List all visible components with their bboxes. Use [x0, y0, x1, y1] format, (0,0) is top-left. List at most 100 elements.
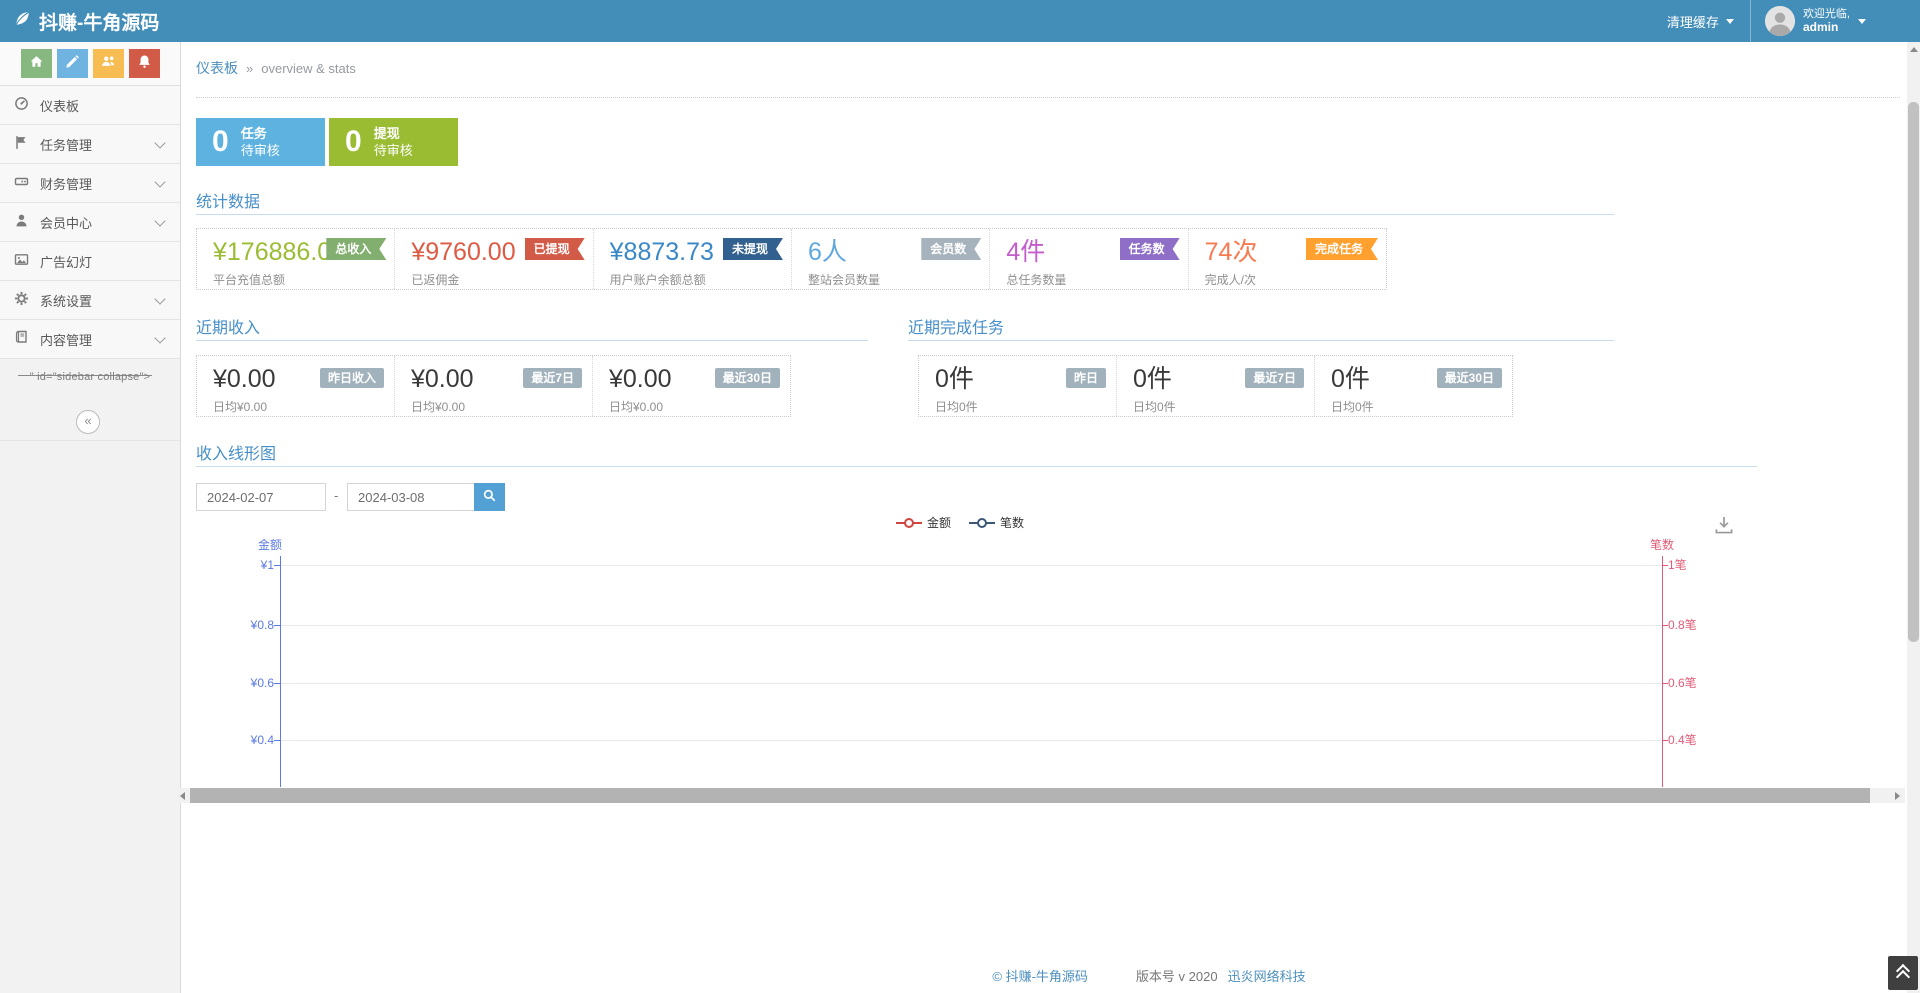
home-shortcut-button[interactable]	[20, 49, 52, 78]
income-badge: 最近30日	[714, 368, 780, 388]
chart-section-title: 收入线形图	[196, 446, 277, 463]
avatar	[1764, 6, 1795, 36]
tasks-sublabel: 日均0件	[1133, 400, 1176, 414]
stats-panel: ¥176886.0 总收入 平台充值总额 ¥9760.00 已提现 已返佣金 ¥…	[196, 228, 1387, 290]
stat-value: 4件	[1006, 238, 1046, 266]
sidebar-item-label: 广告幻灯	[40, 254, 93, 270]
left-axis-tick: ¥0.6	[250, 676, 274, 690]
right-axis-tick: 1笔	[1668, 558, 1687, 572]
gear-icon	[14, 291, 29, 309]
stat-ribbon: 未提现	[723, 238, 783, 260]
income-cell-7days: ¥0.00 最近7日 日均¥0.00	[394, 356, 592, 416]
image-icon	[14, 252, 29, 270]
income-cell-yesterday: ¥0.00 昨日收入 日均¥0.00	[197, 356, 394, 416]
scroll-up-arrow[interactable]	[1907, 42, 1920, 56]
sidebar-collapse-button[interactable]: «	[76, 410, 100, 434]
glitch-text: " id="sidebar collapse">	[29, 371, 151, 383]
left-tickmark	[274, 683, 280, 684]
edit-shortcut-button[interactable]	[56, 49, 88, 78]
hdd-icon	[14, 174, 29, 192]
leaf-icon	[14, 10, 31, 33]
date-start-input[interactable]	[196, 483, 326, 511]
back-to-top-button[interactable]	[1888, 956, 1918, 990]
app-logo[interactable]: 抖赚-牛角源码	[14, 0, 159, 42]
chart-search-button[interactable]	[474, 483, 505, 511]
stat-sublabel: 整站会员数量	[807, 273, 880, 287]
date-end-input[interactable]	[347, 483, 477, 511]
sidebar-item-task-management[interactable]: 任务管理	[0, 125, 180, 164]
footer-version: 版本号 v 2020	[1135, 969, 1218, 984]
tasks-sublabel: 日均0件	[935, 400, 978, 414]
infobox-tasks-pending[interactable]: 0 任务 待审核	[196, 118, 325, 166]
stat-sublabel: 平台充值总额	[213, 273, 286, 287]
sidebar-item-member-center[interactable]: 会员中心	[0, 203, 180, 242]
sidebar-item-dashboard[interactable]: 仪表板	[0, 86, 180, 125]
gridline	[281, 625, 1662, 626]
right-axis-line	[1662, 556, 1663, 787]
clear-cache-dropdown[interactable]: 清理缓存	[1651, 0, 1750, 42]
gridline	[281, 683, 1662, 684]
chart-download-button[interactable]	[1713, 514, 1735, 536]
gauge-icon	[14, 96, 29, 114]
tasks-value: 0件	[1133, 365, 1172, 393]
triangle-right-icon	[1895, 791, 1900, 800]
chevron-down-icon	[154, 293, 166, 305]
income-sublabel: 日均¥0.00	[213, 400, 268, 414]
pencil-icon	[65, 54, 80, 74]
vertical-scroll-thumb[interactable]	[1908, 102, 1919, 642]
stat-ribbon: 总收入	[326, 238, 386, 260]
tasks-badge: 最近30日	[1436, 368, 1502, 388]
chevron-down-icon	[154, 137, 166, 149]
recent-tasks-title: 近期完成任务	[908, 320, 1005, 337]
infobox-labels: 任务 待审核	[240, 126, 280, 158]
tasks-value: 0件	[935, 365, 974, 393]
tasks-cell-7days: 0件 最近7日 日均0件	[1116, 356, 1314, 416]
sidebar-item-content-management[interactable]: 内容管理	[0, 320, 180, 359]
chevron-down-icon	[154, 215, 166, 227]
stat-cell-withdrawn: ¥9760.00 已提现 已返佣金	[394, 229, 592, 289]
right-axis-tick: 0.6笔	[1668, 676, 1697, 690]
footer-brand-link[interactable]: © 抖赚-牛角源码	[992, 969, 1088, 984]
footer: © 抖赚-牛角源码 版本号 v 2020 迅炎网络科技	[181, 966, 1907, 985]
legend-item-count[interactable]: 笔数	[969, 514, 1024, 531]
user-menu[interactable]: 欢迎光临, admin	[1751, 0, 1880, 42]
tasks-cell-30days: 0件 最近30日 日均0件	[1314, 356, 1512, 416]
page-vertical-scrollbar	[1907, 42, 1920, 993]
notifications-shortcut-button[interactable]	[128, 49, 160, 78]
scroll-right-arrow[interactable]	[1890, 788, 1905, 803]
footer-company-link[interactable]: 迅炎网络科技	[1227, 969, 1306, 984]
horizontal-scroll-thumb[interactable]	[190, 788, 1870, 803]
legend-item-amount[interactable]: 金额	[896, 514, 951, 531]
breadcrumb-home-link[interactable]: 仪表板	[196, 60, 238, 76]
left-axis-tick: ¥0.4	[250, 733, 274, 747]
sidebar-item-label: 仪表板	[40, 98, 80, 114]
scroll-left-arrow[interactable]	[175, 788, 190, 803]
stat-cell-not-withdrawn: ¥8873.73 未提现 用户账户余额总额	[592, 229, 791, 289]
sidebar-shortcuts	[0, 42, 180, 86]
book-icon	[14, 330, 29, 348]
recent-income-title: 近期收入	[196, 320, 261, 337]
stat-value: ¥176886.0	[213, 238, 332, 266]
date-range-separator: -	[334, 488, 339, 503]
infobox-withdrawals-pending[interactable]: 0 提现 待审核	[329, 118, 458, 166]
stat-value: 74次	[1204, 238, 1258, 266]
users-shortcut-button[interactable]	[92, 49, 124, 78]
top-navbar: 抖赚-牛角源码 清理缓存 欢迎光临, admin	[0, 0, 1920, 42]
welcome-text: 欢迎光临, admin	[1802, 7, 1850, 34]
income-sublabel: 日均¥0.00	[609, 400, 664, 414]
recent-income-panel: ¥0.00 昨日收入 日均¥0.00 ¥0.00 最近7日 日均¥0.00 ¥0…	[196, 355, 791, 417]
income-badge: 昨日收入	[319, 368, 384, 388]
tasks-value: 0件	[1331, 365, 1370, 393]
sidebar-glitch-markup: " id="sidebar collapse">	[0, 367, 180, 383]
sidebar-item-finance-management[interactable]: 财务管理	[0, 164, 180, 203]
sidebar-item-ad-slides[interactable]: 广告幻灯	[0, 242, 180, 281]
chevron-down-icon	[154, 332, 166, 344]
sidebar-item-system-settings[interactable]: 系统设置	[0, 281, 180, 320]
stat-cell-members: 6人 会员数 整站会员数量	[790, 229, 989, 289]
flag-icon	[14, 135, 29, 153]
infobox-labels: 提现 待审核	[373, 126, 413, 158]
stats-section-title: 统计数据	[196, 194, 261, 211]
home-icon	[29, 54, 44, 74]
left-tickmark	[274, 625, 280, 626]
